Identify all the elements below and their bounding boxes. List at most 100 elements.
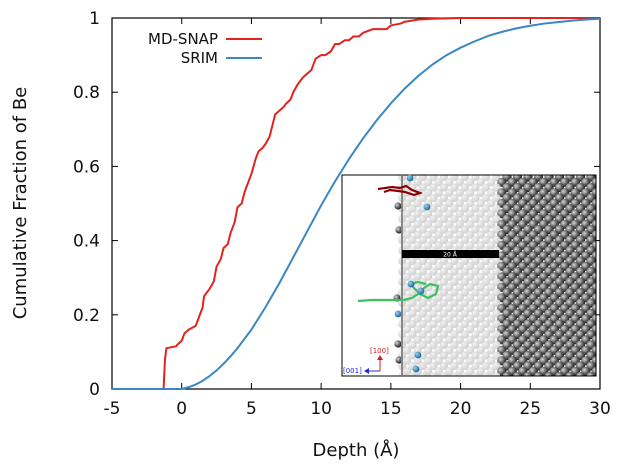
lattice-atom bbox=[602, 346, 611, 355]
lattice-atom bbox=[476, 209, 485, 218]
lattice-atom bbox=[482, 351, 490, 360]
lattice-atom bbox=[492, 372, 501, 376]
lattice-atom bbox=[403, 304, 412, 313]
lattice-atom bbox=[413, 335, 422, 344]
be-atom bbox=[414, 351, 422, 359]
lattice-atom bbox=[408, 288, 417, 297]
lattice-atom bbox=[476, 188, 485, 197]
lattice-atom bbox=[466, 241, 475, 250]
lattice-atom bbox=[492, 288, 501, 297]
lattice-atom bbox=[575, 371, 586, 376]
lattice-atom bbox=[445, 378, 453, 386]
lattice-atom bbox=[455, 335, 464, 344]
lattice-atom bbox=[450, 183, 459, 192]
lattice-atom bbox=[434, 262, 443, 271]
x-tick-label: 20 bbox=[450, 399, 472, 419]
lattice-atom bbox=[419, 383, 427, 391]
lattice-atom bbox=[613, 178, 617, 187]
lattice-atom bbox=[440, 320, 448, 328]
lattice-atom bbox=[597, 382, 606, 391]
inset-scale-bar bbox=[402, 250, 499, 258]
x-tick-label: 5 bbox=[246, 399, 257, 419]
lattice-atom bbox=[455, 304, 464, 313]
lattice-atom bbox=[597, 361, 606, 370]
lattice-atom bbox=[554, 371, 565, 376]
lattice-atom bbox=[482, 257, 490, 265]
lattice-atom bbox=[602, 251, 611, 260]
surface-atom bbox=[394, 340, 402, 348]
lattice-atom bbox=[434, 220, 443, 229]
lattice-atom bbox=[461, 278, 469, 286]
lattice-atom bbox=[602, 220, 611, 229]
lattice-atom bbox=[597, 172, 606, 181]
lattice-atom bbox=[523, 371, 533, 376]
lattice-atom bbox=[492, 299, 501, 307]
lattice-atom bbox=[471, 351, 480, 360]
lattice-atom bbox=[440, 341, 448, 349]
lattice-atom bbox=[450, 309, 459, 318]
lattice-atom bbox=[424, 325, 433, 334]
lattice-atom bbox=[482, 288, 490, 297]
lattice-atom bbox=[466, 304, 475, 313]
lattice-atom bbox=[597, 204, 606, 213]
lattice-atom bbox=[403, 378, 411, 386]
lattice-atom bbox=[597, 256, 606, 265]
lattice-atom bbox=[424, 304, 433, 313]
lattice-atom bbox=[440, 257, 448, 265]
lattice-atom bbox=[602, 262, 611, 271]
lattice-atom bbox=[413, 241, 422, 250]
x-tick-label: -5 bbox=[104, 399, 121, 419]
lattice-atom bbox=[445, 230, 454, 239]
series-layer bbox=[112, 17, 601, 390]
lattice-atom bbox=[487, 262, 496, 271]
lattice-atom bbox=[466, 283, 475, 292]
lattice-atom bbox=[597, 340, 606, 349]
lattice-atom bbox=[434, 335, 443, 344]
lattice-atom bbox=[476, 293, 485, 302]
lattice-atom bbox=[445, 367, 454, 376]
lattice-atom bbox=[434, 230, 443, 239]
lattice-atom bbox=[408, 225, 417, 234]
lattice-atom bbox=[602, 293, 611, 302]
x-axis-label: Depth (Å) bbox=[313, 439, 400, 461]
lattice-atom bbox=[461, 257, 469, 265]
lattice-atom bbox=[571, 377, 580, 386]
lattice-atom bbox=[440, 175, 448, 181]
lattice-atom bbox=[403, 356, 412, 365]
lattice-atom bbox=[455, 241, 464, 250]
lattice-atom bbox=[413, 209, 422, 218]
lattice-atom bbox=[461, 267, 469, 276]
lattice-atom bbox=[450, 330, 459, 339]
lattice-atom bbox=[502, 382, 511, 391]
lattice-atom bbox=[472, 383, 480, 391]
y-tick-label: 0.6 bbox=[73, 157, 100, 177]
lattice-atom bbox=[613, 272, 617, 281]
lattice-atom bbox=[607, 256, 616, 265]
lattice-atom bbox=[429, 330, 438, 339]
lattice-atom bbox=[466, 220, 475, 229]
lattice-atom bbox=[429, 320, 438, 328]
lattice-atom bbox=[413, 314, 422, 323]
lattice-atom bbox=[471, 225, 480, 234]
lattice-atom bbox=[461, 194, 469, 202]
lattice-atom bbox=[445, 272, 454, 281]
surface-atom bbox=[394, 202, 402, 210]
lattice-atom bbox=[602, 325, 611, 334]
lattice-atom bbox=[471, 204, 480, 213]
lattice-atom bbox=[434, 293, 443, 302]
lattice-atom bbox=[482, 278, 490, 286]
lattice-atom bbox=[607, 340, 616, 349]
lattice-atom bbox=[487, 314, 496, 323]
lattice-atom bbox=[408, 236, 417, 244]
lattice-atom bbox=[492, 267, 501, 276]
lattice-atom bbox=[476, 220, 485, 229]
lattice-atom bbox=[455, 325, 464, 334]
lattice-atom bbox=[492, 362, 501, 370]
lattice-atom bbox=[476, 304, 485, 313]
lattice-atom bbox=[450, 362, 459, 370]
lattice-atom bbox=[471, 288, 480, 297]
lattice-atom bbox=[424, 314, 433, 323]
lattice-atom bbox=[597, 193, 606, 202]
lattice-atom bbox=[455, 283, 464, 292]
lattice-atom bbox=[471, 267, 480, 276]
